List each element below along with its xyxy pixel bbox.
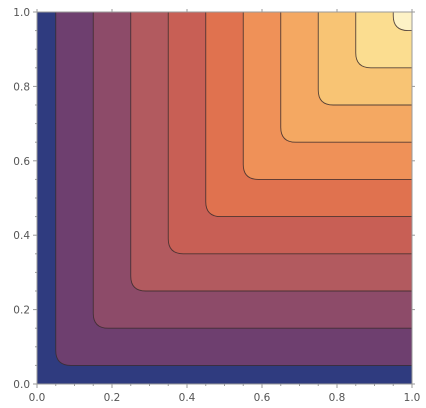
x-axis: 0.0 0.2 0.4 0.6 0.8 1.0 xyxy=(29,9,421,404)
x-tick-label: 0.6 xyxy=(254,392,271,404)
y-tick-label: 0.6 xyxy=(13,156,30,168)
contour-bands xyxy=(37,12,412,384)
x-tick-label: 0.0 xyxy=(29,392,46,404)
x-tick-label: 0.2 xyxy=(104,392,121,404)
contour-line xyxy=(392,12,412,32)
y-axis: 0.0 0.2 0.4 0.6 0.8 1.0 xyxy=(13,7,415,391)
y-tick-label: 0.8 xyxy=(13,81,30,93)
contour-line xyxy=(355,12,412,69)
contour-lines xyxy=(55,12,412,366)
contour-band xyxy=(393,12,412,31)
contour-line xyxy=(167,12,412,255)
y-tick-label: 0.0 xyxy=(13,379,30,391)
x-tick-label: 0.8 xyxy=(329,392,346,404)
x-tick-label: 0.4 xyxy=(179,392,196,404)
contour-line xyxy=(317,12,412,106)
contour-line xyxy=(280,12,412,143)
contour-line xyxy=(92,12,412,329)
contour-line xyxy=(130,12,412,292)
y-tick-label: 0.2 xyxy=(13,305,30,317)
y-tick-label: 0.4 xyxy=(13,230,30,242)
x-tick-label: 1.0 xyxy=(404,392,421,404)
contour-line xyxy=(205,12,412,218)
y-tick-label: 1.0 xyxy=(13,7,30,19)
contour-line xyxy=(242,12,412,180)
contour-line xyxy=(55,12,412,366)
